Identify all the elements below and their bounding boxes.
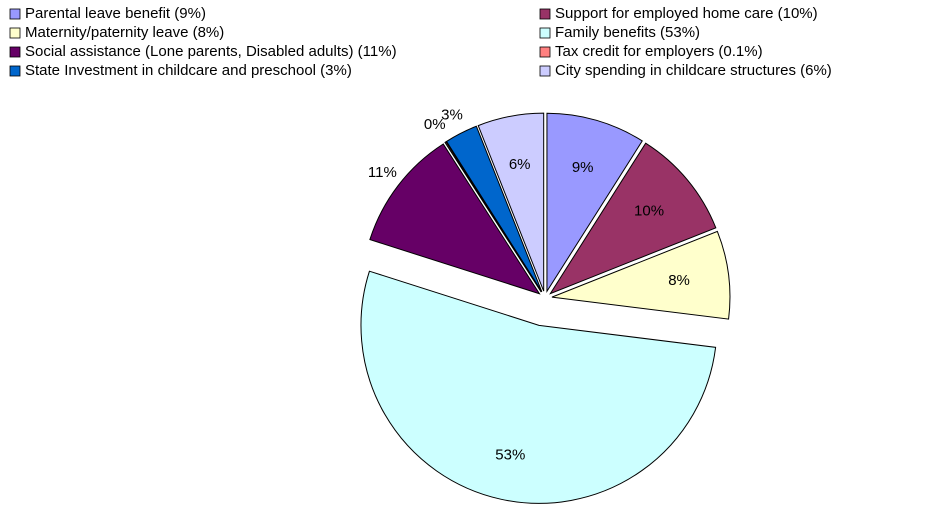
- pie-slice: [549, 142, 717, 295]
- legend-swatch: [9, 27, 21, 39]
- data-label: 3%: [441, 106, 463, 123]
- legend-label: Maternity/paternity leave (8%): [25, 24, 224, 41]
- legend-label: Parental leave benefit (9%): [25, 5, 206, 22]
- pie-slice: [445, 125, 543, 293]
- data-label: 0%: [424, 116, 446, 133]
- data-label: 9%: [572, 159, 594, 176]
- legend-label: Family benefits (53%): [555, 24, 700, 41]
- legend-swatch: [539, 65, 551, 77]
- pie-slice: [444, 141, 542, 293]
- legend-swatch: [9, 65, 21, 77]
- data-label: 11%: [368, 164, 397, 181]
- legend-label: Tax credit for employers (0.1%): [555, 43, 763, 60]
- pie-slice: [546, 112, 643, 293]
- data-label: 6%: [509, 156, 531, 173]
- pie-slice: [369, 143, 541, 295]
- legend-label: Support for employed home care (10%): [555, 5, 818, 22]
- legend-label: State Investment in childcare and presch…: [25, 62, 352, 79]
- pie-slice: [360, 270, 717, 504]
- legend-swatch: [9, 8, 21, 20]
- legend-swatch: [539, 46, 551, 58]
- pie-slice: [477, 112, 545, 292]
- legend-swatch: [539, 8, 551, 20]
- data-label: 53%: [495, 447, 525, 464]
- data-label: 10%: [634, 203, 664, 220]
- legend-label: Social assistance (Lone parents, Disable…: [25, 43, 397, 60]
- pie-slice: [551, 230, 731, 320]
- data-label: 8%: [668, 272, 690, 289]
- legend-swatch: [9, 46, 21, 58]
- legend-label: City spending in childcare structures (6…: [555, 62, 832, 79]
- legend-swatch: [539, 27, 551, 39]
